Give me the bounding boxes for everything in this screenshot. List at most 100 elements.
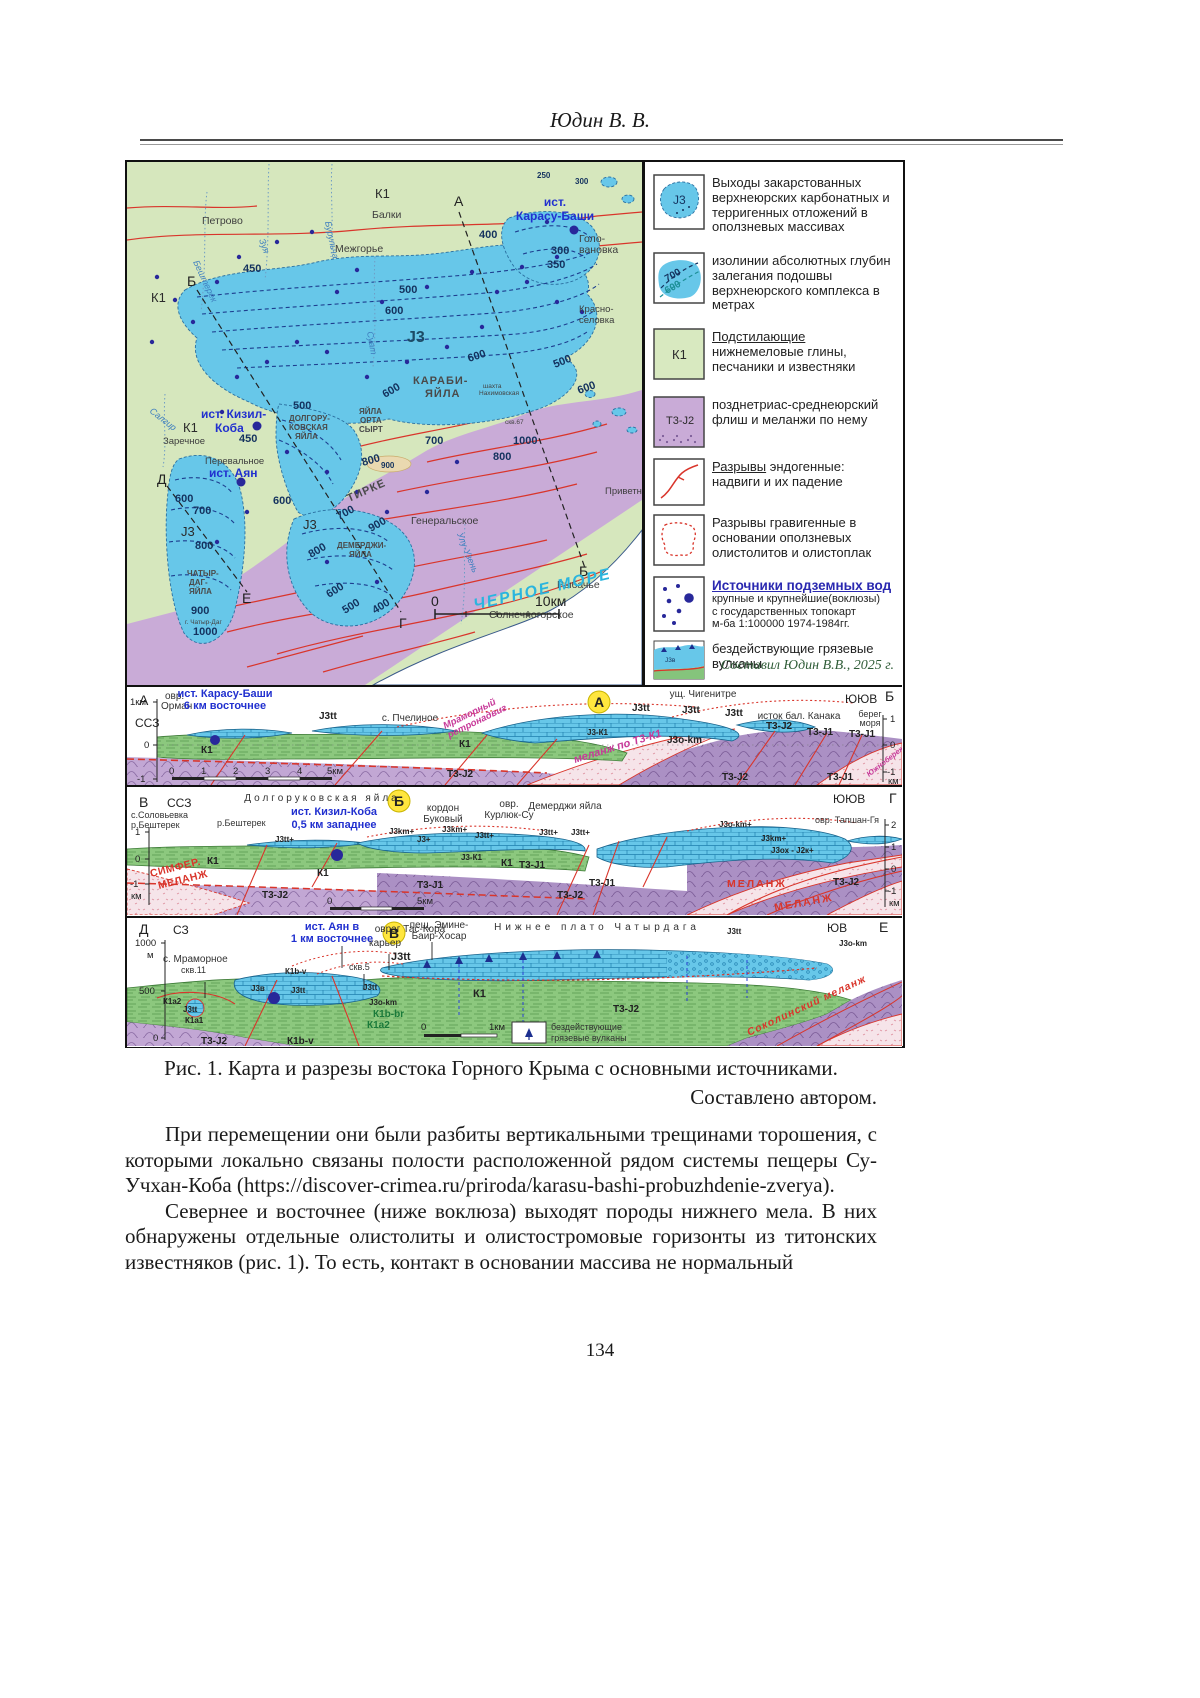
s3-spring-dot bbox=[268, 992, 280, 1004]
s2-s5: 5км bbox=[417, 896, 433, 907]
map-label-demer2: ЯЙЛА bbox=[349, 550, 372, 559]
map-label-chat3: ЯЙЛА bbox=[189, 587, 212, 596]
s1-j3tt-c: J3tt bbox=[682, 705, 700, 716]
s1-rkm: км bbox=[888, 776, 899, 785]
s3-j3tt-d: J3tt bbox=[363, 983, 378, 992]
s2-besh2: р.Бештерек bbox=[217, 818, 266, 828]
cross-section-ab: А 1км 0 -1 ССЗ овр. Орман ист. Карасу-Ба… bbox=[126, 685, 943, 787]
map-label-zarechnoe: Заречное bbox=[163, 436, 205, 447]
s3-em: м bbox=[147, 950, 154, 961]
legend-k1-label: Подстилающие нижнемеловые глины, песчани… bbox=[712, 328, 899, 374]
s2-spring-dot bbox=[331, 849, 343, 861]
map-label-400: 400 bbox=[479, 229, 497, 241]
s2-j3tt3: J3tt+ bbox=[571, 828, 590, 837]
s1-t3j2-c: Т3-J2 bbox=[722, 772, 749, 783]
s2-lkm: км bbox=[131, 891, 142, 902]
map-label-j3-left: J3 bbox=[181, 524, 195, 539]
s2-t3j1a: Т3-J1 bbox=[417, 880, 444, 891]
s1-j3tt-d: J3tt bbox=[725, 708, 743, 719]
s1-marker-circle bbox=[587, 690, 611, 714]
s3-k1bbr: К1b-br bbox=[373, 1009, 404, 1020]
s1-elevm1: -1 bbox=[137, 774, 145, 785]
s2-k1c: К1 bbox=[501, 858, 513, 869]
legend-faults-line2: надвиги и их падение bbox=[712, 473, 843, 489]
legend-k1-text: К1 bbox=[672, 347, 687, 362]
map-label-300: 300 bbox=[551, 245, 569, 257]
s2-v: В bbox=[139, 794, 148, 810]
s3-s0: 0 bbox=[421, 1022, 426, 1033]
s3-j3tt-c: J3tt bbox=[291, 986, 306, 995]
map-label-800a: 800 bbox=[361, 452, 382, 469]
map-label-1000b: 1000 bbox=[193, 626, 217, 638]
s2-dir-l: ССЗ bbox=[167, 796, 191, 810]
s3-j3okm-c: J3о-km bbox=[369, 998, 397, 1007]
map-label-orta3: СЫРТ bbox=[359, 425, 383, 434]
s2-r2: 2 bbox=[891, 820, 896, 831]
s2-melange1: МЕЛАНЖ bbox=[727, 878, 787, 890]
s2-j3km1: J3km+ bbox=[389, 827, 414, 836]
s2-simfer-melange bbox=[126, 868, 251, 916]
map-label-karasu1: ист. bbox=[544, 195, 566, 209]
s3-e0: 0 bbox=[153, 1033, 158, 1044]
s2-rkm: км bbox=[889, 898, 900, 909]
map-label-v: Б bbox=[187, 273, 196, 289]
section-trace-lines bbox=[166, 211, 586, 613]
legend-item-k1: К1 Подстилающие нижнемеловые глины, песч… bbox=[653, 328, 899, 380]
legend-springs-head: Источники подземных вод bbox=[712, 578, 892, 593]
map-label-orta2: ОРТА bbox=[360, 416, 382, 425]
s3-tas: овраг Тас-Кора bbox=[375, 924, 446, 935]
map-label-chatyr-peak: г. Чатыр-Даг bbox=[185, 619, 222, 626]
s1-pchelinoe: с. Пчелиное bbox=[382, 713, 439, 724]
map-label-chat2: ДАГ- bbox=[189, 578, 208, 587]
legend-j3-text: J3 bbox=[673, 193, 686, 207]
s3-j3v: J3в bbox=[251, 984, 265, 993]
s1-karasu1: ист. Карасу-Баши bbox=[177, 688, 272, 700]
s1-j3k1: J3-К1 bbox=[587, 728, 608, 737]
s1-axes bbox=[153, 699, 887, 782]
caption-line2: Составлено автором. bbox=[690, 1085, 877, 1109]
s2-l0: 0 bbox=[135, 854, 140, 865]
map-label-kizil1: ист. Кизил- bbox=[201, 407, 266, 421]
s3-mud2: грязевые вулканы bbox=[551, 1033, 627, 1043]
tirke-window bbox=[366, 455, 412, 473]
map-label-solnech: Солнечногорское bbox=[489, 609, 574, 621]
s1-retrothrust-dotted bbox=[396, 699, 854, 728]
map-label-600b: 600 bbox=[466, 348, 487, 365]
s1-j3tt-a: J3tt bbox=[319, 711, 337, 722]
s3-d: Д bbox=[139, 921, 149, 937]
legend-springs-l3: м-ба 1:100000 1974-1984гг. bbox=[712, 618, 850, 630]
legend-springs-l2: с государственных топокарт bbox=[712, 605, 856, 618]
s2-besh1: р.Бештерек bbox=[131, 820, 180, 830]
s2-t3j2a: Т3-J2 bbox=[262, 890, 289, 901]
map-label-k1: К1 bbox=[375, 186, 390, 201]
spring-dots bbox=[149, 219, 585, 585]
author-header: Юдин В. В. bbox=[549, 108, 651, 132]
s2-kurlyuk: Курлюк-Су bbox=[484, 810, 533, 821]
legend-faults-rest: эндогенные: bbox=[766, 459, 845, 474]
s3-t3j2-l: Т3-J2 bbox=[201, 1036, 228, 1046]
s3-dir-r: ЮВ bbox=[827, 921, 847, 935]
s2-k1a: К1 bbox=[207, 856, 219, 867]
s1-faults bbox=[210, 730, 863, 786]
s1-flysch-right bbox=[597, 730, 902, 785]
s1-s5: 5км bbox=[327, 766, 343, 777]
map-label-dolg2: КОВСКАЯ bbox=[289, 423, 328, 432]
map-label-kizil2: Коба bbox=[215, 421, 244, 435]
legend-isolines-label: изолинии абсолютных глубин залегания под… bbox=[712, 253, 891, 313]
map-legend: J3 Выходы закарстованных верхнеюрских ка… bbox=[642, 162, 902, 685]
map-label-300b: 300 bbox=[575, 177, 589, 186]
map-label-600a: 600 bbox=[385, 305, 403, 317]
s3-melange-lines bbox=[776, 981, 903, 1047]
s3-marker: В bbox=[389, 925, 399, 941]
gravfault-symbol bbox=[653, 514, 705, 566]
map-label-450b: 450 bbox=[239, 433, 257, 445]
s3-mramornoe: с. Мраморное bbox=[163, 954, 228, 965]
legend-t3j2-text: Т3-J2 bbox=[666, 415, 694, 427]
sea-area bbox=[371, 529, 642, 685]
figure-caption: Рис. 1. Карта и разрезы востока Горного … bbox=[125, 1056, 877, 1110]
s1-r0: 0 bbox=[890, 740, 895, 751]
map-label-shahta1: шахта bbox=[483, 383, 502, 390]
map-scale-10km: 10км bbox=[535, 593, 566, 609]
paragraph-1: При перемещении они были разбиты вертика… bbox=[125, 1122, 877, 1197]
s3-flysch-left bbox=[127, 1022, 297, 1046]
